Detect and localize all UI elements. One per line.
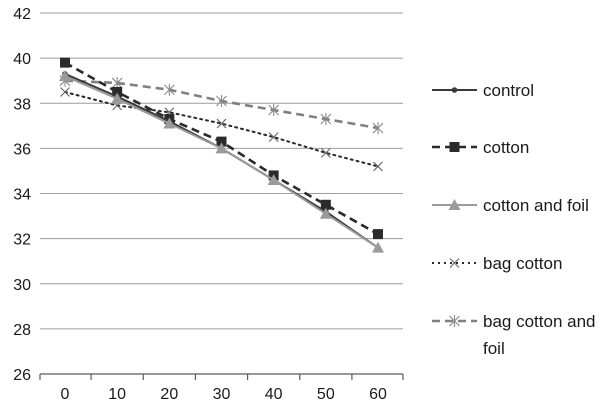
data-point bbox=[111, 92, 124, 104]
legend-label: cotton and foil bbox=[483, 196, 589, 215]
legend-label: bag cotton bbox=[483, 254, 562, 273]
legend-item: cotton and foil bbox=[432, 196, 589, 215]
y-tick-label: 30 bbox=[13, 277, 31, 294]
x-tick-label: 60 bbox=[369, 386, 387, 403]
y-tick-label: 32 bbox=[13, 232, 31, 249]
x-tick-label: 40 bbox=[265, 386, 283, 403]
data-point bbox=[216, 136, 227, 147]
legend-label: cotton bbox=[483, 138, 529, 157]
x-tick-label: 0 bbox=[61, 386, 70, 403]
data-point bbox=[111, 76, 123, 89]
x-tick-label: 50 bbox=[317, 386, 335, 403]
x-axis-tick-labels: 0 10 20 30 40 50 60 bbox=[61, 386, 387, 403]
data-point bbox=[215, 142, 228, 154]
data-point bbox=[216, 94, 227, 107]
y-tick-label: 36 bbox=[13, 141, 31, 158]
data-point bbox=[320, 147, 331, 158]
data-point bbox=[372, 122, 384, 135]
data-point bbox=[163, 83, 175, 96]
y-tick-label: 38 bbox=[13, 96, 31, 113]
legend-item: bag cotton bbox=[432, 254, 562, 273]
x-axis bbox=[39, 373, 404, 380]
series-bag-cotton bbox=[60, 87, 383, 172]
data-point bbox=[320, 113, 332, 126]
series-layer bbox=[59, 57, 384, 253]
y-tick-label: 42 bbox=[13, 6, 31, 23]
legend-label: bag cotton and foil bbox=[483, 312, 595, 358]
data-point bbox=[268, 132, 279, 142]
y-tick-label: 34 bbox=[13, 187, 31, 204]
legend-item: bag cotton and foil bbox=[432, 312, 595, 358]
data-point bbox=[373, 161, 383, 172]
y-tick-label: 26 bbox=[13, 367, 31, 384]
data-point bbox=[60, 57, 70, 68]
data-point bbox=[268, 104, 280, 117]
legend: control cotton cotton and foil bag cotton ba… bbox=[432, 81, 595, 358]
series-bag-cotton-and-foil bbox=[59, 74, 384, 135]
data-point bbox=[59, 70, 71, 82]
y-tick-label: 40 bbox=[13, 51, 31, 68]
data-point bbox=[267, 173, 280, 185]
legend-marker bbox=[449, 315, 460, 327]
legend-marker bbox=[448, 199, 461, 210]
data-point bbox=[319, 207, 332, 219]
legend-item: cotton bbox=[432, 138, 529, 157]
series-cotton-and-foil bbox=[59, 70, 384, 253]
legend-label: control bbox=[483, 81, 534, 100]
legend-item: control bbox=[432, 81, 534, 100]
legend-marker bbox=[449, 142, 460, 152]
gridlines bbox=[40, 12, 403, 330]
data-point bbox=[216, 118, 227, 129]
data-point bbox=[60, 87, 70, 97]
y-tick-label: 28 bbox=[13, 322, 31, 339]
x-tick-label: 30 bbox=[213, 386, 231, 403]
x-tick-label: 20 bbox=[160, 386, 178, 403]
data-point bbox=[372, 241, 384, 253]
data-point bbox=[373, 229, 383, 240]
legend-marker bbox=[451, 87, 458, 93]
data-point bbox=[320, 199, 331, 210]
x-tick-label: 10 bbox=[108, 386, 126, 403]
legend-marker bbox=[449, 258, 460, 268]
data-point bbox=[112, 86, 123, 97]
y-axis-tick-labels: 26 28 30 32 34 36 38 40 42 bbox=[13, 6, 31, 384]
data-point bbox=[163, 117, 176, 129]
